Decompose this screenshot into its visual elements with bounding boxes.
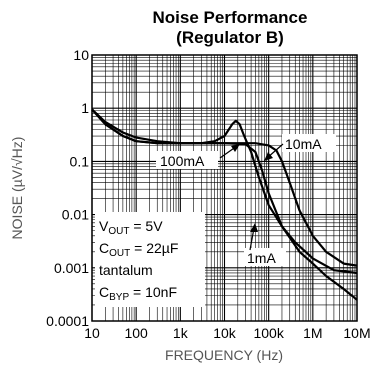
x-tick-labels: 10 100 1k 10k 100k 1M 10M bbox=[84, 325, 370, 341]
x-tick-label: 1k bbox=[173, 325, 189, 341]
plot-frame bbox=[91, 54, 358, 322]
x-axis-label: FREQUENCY (Hz) bbox=[165, 347, 283, 363]
label-100ma: 100mA bbox=[160, 153, 205, 169]
x-tick-label: 10 bbox=[84, 325, 100, 341]
y-tick-label: 0.01 bbox=[62, 207, 89, 223]
param-tantalum: tantalum bbox=[99, 262, 153, 278]
series-line-1ma bbox=[91, 108, 358, 301]
chart-title-line-2: (Regulator B) bbox=[176, 28, 284, 47]
y-tick-labels: 10 1 0.1 0.01 0.001 0.0001 bbox=[46, 47, 89, 329]
x-tick-label: 10k bbox=[213, 325, 237, 341]
x-tick-label: 10M bbox=[343, 325, 370, 341]
x-tick-label: 100 bbox=[124, 325, 148, 341]
y-tick-label: 10 bbox=[73, 47, 89, 63]
arrowhead-100ma bbox=[231, 144, 240, 152]
label-1ma-bg bbox=[244, 248, 286, 266]
x-tick-label: 1M bbox=[303, 325, 322, 341]
y-tick-label: 0.0001 bbox=[46, 313, 89, 329]
y-tick-label: 1 bbox=[81, 100, 89, 116]
y-axis-label: NOISE (µV/√Hz) bbox=[9, 137, 25, 240]
x-tick-label: 100k bbox=[253, 325, 284, 341]
series-line-100ma bbox=[91, 108, 358, 275]
y-tick-label: 0.001 bbox=[54, 260, 89, 276]
label-100ma-bg bbox=[156, 151, 218, 169]
y-tick-label: 0.1 bbox=[70, 153, 90, 169]
label-1ma: 1mA bbox=[247, 250, 276, 266]
label-10ma: 10mA bbox=[285, 136, 322, 152]
series-layer bbox=[91, 108, 358, 301]
parameter-box bbox=[95, 212, 205, 307]
arrowhead-10ma bbox=[264, 152, 273, 161]
label-10ma-bg bbox=[282, 134, 336, 152]
chart-title-line-1: Noise Performance bbox=[153, 8, 308, 27]
param-cbyp: CBYP = 10nF bbox=[99, 284, 177, 303]
param-cout: COUT = 22µF bbox=[99, 240, 178, 259]
arrowhead-1ma bbox=[250, 223, 258, 232]
param-vout: VOUT = 5V bbox=[99, 218, 163, 237]
